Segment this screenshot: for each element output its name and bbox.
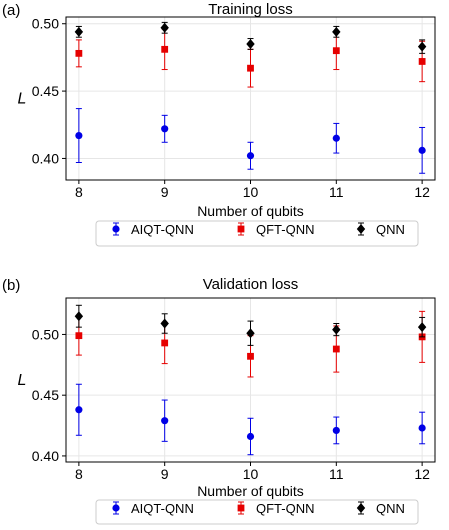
y-tick-label: 0.45 [32, 387, 59, 403]
legend-marker [112, 225, 120, 233]
series-qft-qnn [75, 28, 426, 88]
data-point [246, 38, 255, 49]
x-tick-label: 9 [161, 184, 169, 200]
x-tick-label: 9 [161, 466, 169, 482]
y-tick-label: 0.40 [32, 448, 59, 464]
series-qnn [74, 304, 427, 346]
data-point [75, 49, 83, 57]
data-point [418, 146, 426, 154]
data-point [247, 352, 254, 360]
chart-title: Validation loss [203, 276, 299, 293]
legend-label: QFT-QNN [256, 501, 315, 516]
x-tick-label: 12 [414, 184, 430, 200]
data-point [418, 424, 426, 432]
data-point [332, 426, 340, 435]
data-point [246, 152, 255, 160]
y-tick-label: 0.50 [32, 326, 59, 342]
data-point [332, 324, 341, 335]
data-point [418, 58, 426, 65]
x-tick-label: 10 [243, 184, 259, 200]
data-point [75, 332, 83, 340]
data-point [332, 134, 340, 142]
data-point [75, 131, 83, 140]
chart-title: Training loss [208, 1, 292, 18]
x-tick-label: 12 [414, 466, 430, 482]
x-axis-label: Number of qubits [197, 483, 304, 499]
data-point [161, 339, 169, 347]
legend-label: AIQT-QNN [131, 222, 194, 237]
data-point [161, 45, 169, 53]
legend-frame [95, 499, 419, 525]
x-tick-label: 11 [329, 466, 344, 482]
panel-label: (a) [2, 2, 20, 19]
legend: AIQT-QNN QFT-QNN QNN [95, 220, 419, 247]
data-point [332, 26, 341, 37]
legend-frame [95, 220, 419, 247]
data-point [161, 125, 169, 133]
data-point [160, 22, 169, 33]
y-tick-label: 0.50 [32, 16, 59, 32]
legend-marker [112, 504, 120, 512]
legend-label: QNN [376, 501, 405, 516]
x-tick-label: 8 [75, 466, 83, 482]
data-point [74, 26, 84, 37]
x-tick-label: 10 [243, 466, 259, 482]
x-tick-label: 8 [75, 184, 83, 200]
series-aiqt-qnn [75, 383, 426, 456]
data-point [417, 322, 427, 333]
chart-panel-2: 8 9 10 11 12 0.40 0.45 0.50 Validation loss (b) Nu… [2, 276, 436, 525]
data-point [74, 311, 84, 322]
series-aiqt-qnn [75, 108, 426, 174]
data-point [417, 41, 427, 52]
y-tick-label: 0.40 [32, 150, 59, 166]
legend-marker [237, 504, 245, 512]
x-axis-label: Number of qubits [197, 203, 304, 219]
chart-panel-1: 8 9 10 11 12 0.40 0.45 0.50 Training loss (a) Numb… [2, 1, 436, 247]
y-tick-label: 0.45 [32, 83, 59, 99]
data-point [332, 345, 340, 353]
legend-label: AIQT-QNN [131, 501, 194, 516]
legend-label: QFT-QNN [256, 222, 315, 237]
data-point [75, 406, 83, 414]
panel-label: (b) [2, 277, 20, 294]
data-point [332, 47, 340, 55]
series-qnn [74, 21, 427, 54]
legend: AIQT-QNN QFT-QNN QNN [95, 499, 419, 525]
legend-label: QNN [376, 222, 405, 237]
legend-marker [356, 224, 366, 234]
data-point [246, 432, 255, 441]
legend-marker [237, 225, 245, 233]
y-axis-label: L [18, 91, 27, 108]
x-tick-label: 11 [329, 184, 344, 200]
data-point [160, 318, 169, 329]
data-point [161, 417, 169, 425]
data-point [246, 328, 255, 339]
y-axis-label: L [18, 372, 27, 389]
legend-marker [356, 503, 366, 513]
data-point [247, 64, 254, 72]
